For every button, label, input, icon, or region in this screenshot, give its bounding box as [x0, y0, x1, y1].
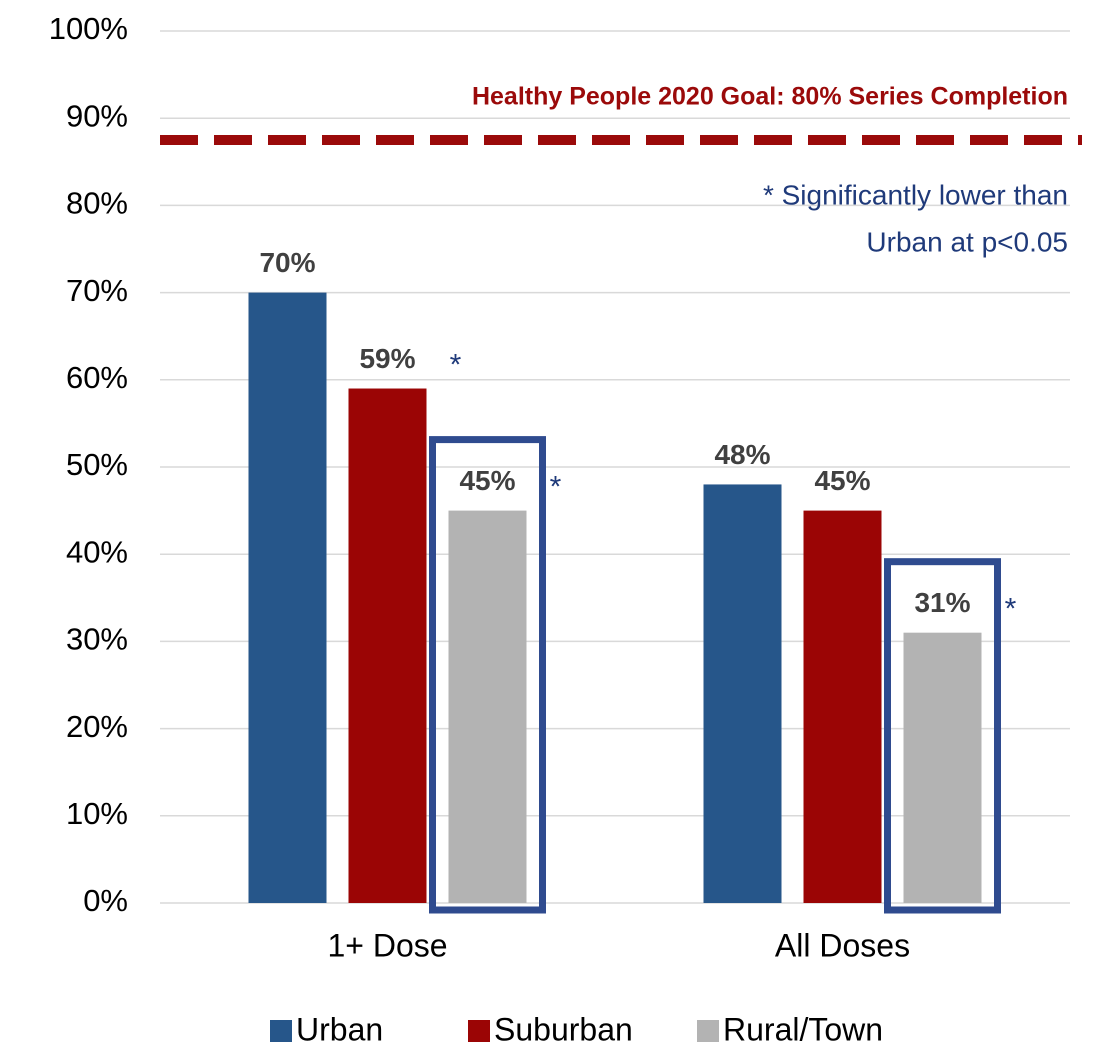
value-label: 70%: [259, 247, 315, 278]
y-tick-label: 90%: [66, 98, 128, 133]
value-label: 31%: [914, 587, 970, 618]
note: Urban at p<0.05: [866, 226, 1068, 257]
note: * Significantly lower than: [763, 179, 1068, 210]
highlight-box: [429, 436, 546, 914]
bar: [703, 484, 782, 903]
legend-label: Urban: [296, 1011, 383, 1047]
x-tick-label: All Doses: [775, 927, 910, 963]
y-tick-label: 20%: [66, 709, 128, 744]
y-tick-label: 80%: [66, 186, 128, 221]
y-tick-label: 60%: [66, 360, 128, 395]
legend-swatch: [697, 1020, 719, 1042]
bar: [348, 388, 427, 903]
value-label: 45%: [459, 465, 515, 496]
significance-marker: *: [550, 471, 562, 504]
value-label: 59%: [359, 343, 415, 374]
bar: [903, 632, 982, 903]
bar: [448, 510, 527, 903]
reference-label: Healthy People 2020 Goal: 80% Series Com…: [472, 83, 1068, 111]
significance-marker: *: [1005, 593, 1017, 626]
legend-swatch: [270, 1020, 292, 1042]
value-label: 48%: [714, 439, 770, 470]
y-tick-label: 70%: [66, 273, 128, 308]
significance-marker: *: [450, 348, 462, 381]
x-tick-label: 1+ Dose: [327, 927, 447, 963]
y-tick-label: 10%: [66, 796, 128, 831]
y-tick-label: 40%: [66, 534, 128, 569]
y-tick-label: 0%: [83, 883, 128, 918]
legend-label: Suburban: [494, 1011, 633, 1047]
y-tick-label: 50%: [66, 447, 128, 482]
highlight-box: [884, 558, 1001, 914]
y-tick-label: 30%: [66, 622, 128, 657]
value-label: 45%: [814, 465, 870, 496]
legend-label: Rural/Town: [723, 1011, 883, 1047]
y-tick-label: 100%: [49, 11, 128, 46]
bar: [248, 292, 327, 904]
legend-swatch: [468, 1020, 490, 1042]
bar: [803, 510, 882, 903]
